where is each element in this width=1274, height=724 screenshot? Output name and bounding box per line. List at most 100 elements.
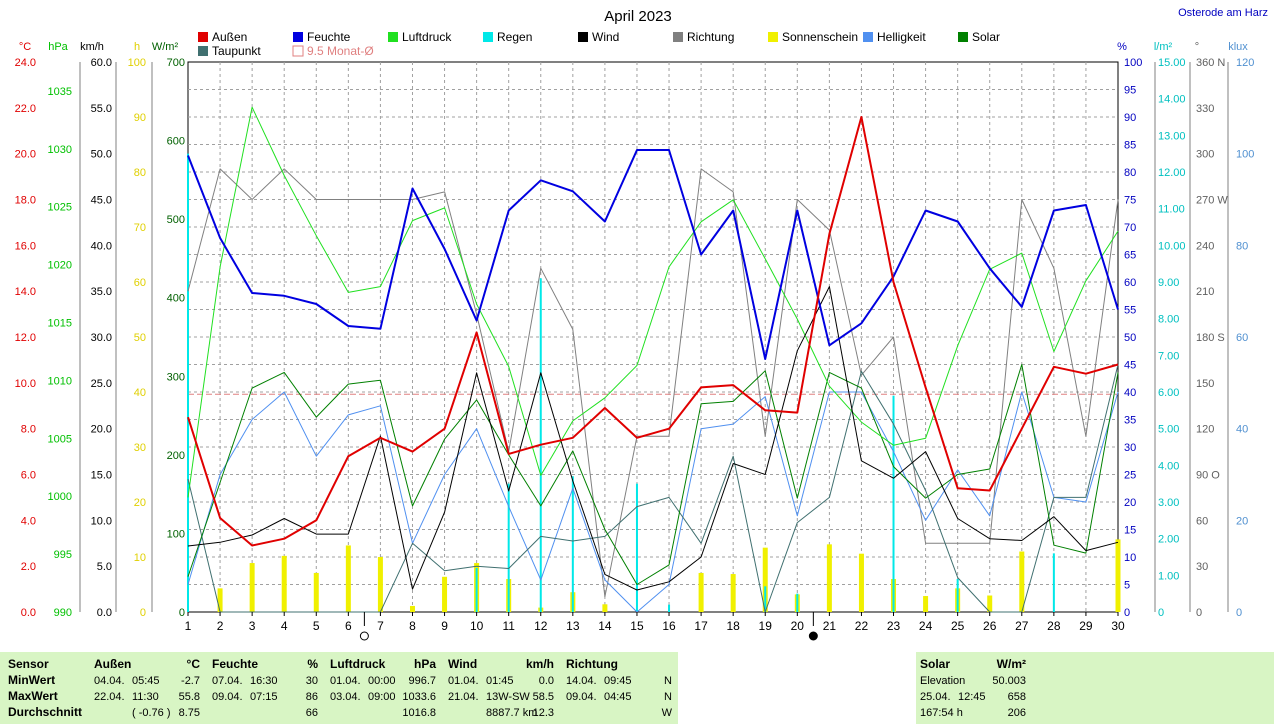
x-tick-label: 16 [662,619,676,633]
axis-tick-label-humidity: 40 [1124,387,1136,399]
summary-cell: Sensor [8,657,49,671]
axis-tick-label-lux: 120 [1236,57,1254,69]
axis-tick-label-direction: 300 [1196,149,1214,161]
axis-tick-label-wind: 20.0 [91,424,112,436]
axis-tick-label-humidity: 10 [1124,552,1136,564]
summary-cell: 01.04. [330,675,361,687]
summary-cell: Elevation [920,675,966,687]
axis-tick-label-pressure: 1035 [48,86,72,98]
axis-tick-label-sun: 30 [134,442,146,454]
axis-tick-label-sun: 20 [134,497,146,509]
legend-swatch [958,32,968,42]
summary-cell: N [664,691,672,703]
axis-tick-label-wind: 40.0 [91,240,112,252]
axis-tick-label-solar: 500 [167,214,185,226]
legend-swatch [863,32,873,42]
moon-phase-icon [359,631,369,641]
axis-tick-label-wind: 30.0 [91,332,112,344]
axis-tick-label-humidity: 0 [1124,607,1130,619]
axis-tick-label-rain: 2.00 [1158,534,1179,546]
axis-unit-sun: h [134,41,140,53]
series-line-taupunkt [187,364,1119,613]
axis-tick-label-wind: 5.0 [97,561,112,573]
axis-tick-label-lux: 20 [1236,515,1248,527]
axis-tick-label-wind: 55.0 [91,103,112,115]
rain-bar [668,604,671,612]
axis-tick-label-humidity: 50 [1124,332,1136,344]
axis-unit-wind: km/h [80,41,104,53]
summary-cell: Feuchte [212,657,259,671]
station-location-label: Osterode am Harz [1178,7,1268,19]
axis-tick-label-pressure: 1010 [48,375,72,387]
axis-tick-label-pressure: 1020 [48,260,72,272]
rain-bar [764,586,767,612]
summary-cell: km/h [525,657,554,671]
rain-bar [1052,553,1055,612]
axis-tick-label-humidity: 45 [1124,360,1136,372]
axis-tick-label-temp: 2.0 [21,561,36,573]
legend-swatch [673,32,683,42]
axis-tick-label-wind: 15.0 [91,470,112,482]
sunshine-bar [1019,551,1025,612]
sunshine-bar [313,572,319,612]
summary-cell: 04.04. [94,675,125,687]
legend-label: Feuchte [307,30,351,44]
legend-label: Taupunkt [212,44,261,58]
axis-tick-label-rain: 15.00 [1158,57,1186,69]
x-tick-label: 29 [1079,619,1093,633]
axis-tick-label-pressure: 990 [54,607,72,619]
sunshine-bar [730,574,736,612]
axis-tick-label-temp: 4.0 [21,515,36,527]
rain-bar [635,483,638,612]
axis-tick-label-rain: 14.00 [1158,94,1186,106]
summary-cell: 206 [1007,707,1026,719]
summary-cell: 1033.6 [402,691,436,703]
axis-tick-label-humidity: 75 [1124,195,1136,207]
series-line-luftdruck [187,106,1119,498]
x-tick-label: 1 [185,619,192,633]
summary-cell: 12.3 [532,707,554,719]
axis-tick-label-pressure: 1015 [48,318,72,330]
summary-cell: 11:30 [132,691,159,703]
sunshine-bar [217,588,223,612]
x-tick-label: 12 [534,619,548,633]
axes-layer: 1 2 3 4 5 6 7 8 9 10 11 12 13 14 15 16 17 18 19 20 21 22 23 24 2… [15,41,1254,641]
axis-tick-label-humidity: 20 [1124,497,1136,509]
summary-cell: MaxWert [8,689,58,703]
summary-cell: 50.003 [992,675,1026,687]
axis-tick-label-humidity: 60 [1124,277,1136,289]
axis-tick-label-temp: 14.0 [15,286,36,298]
axis-tick-label-humidity: 5 [1124,580,1130,592]
axis-tick-label-pressure: 1005 [48,433,72,445]
series-line-feuchte [187,149,1119,360]
axis-tick-label-humidity: 85 [1124,140,1136,152]
axis-tick-label-wind: 35.0 [91,286,112,298]
x-tick-label: 4 [281,619,288,633]
summary-cell: 55.8 [178,691,200,703]
axis-tick-label-rain: 3.00 [1158,497,1179,509]
axis-tick-label-temp: 24.0 [15,57,36,69]
legend-label: Sonnenschein [782,30,858,44]
series-line-richtung [187,168,1119,598]
x-tick-label: 7 [377,619,384,633]
axis-tick-label-sun: 80 [134,167,146,179]
axis-tick-label-direction: 0 [1196,607,1202,619]
summary-cell: 07.04. [212,675,243,687]
summary-cell: Außen [94,657,132,671]
rain-bar [796,593,799,612]
axis-tick-label-direction: 30 [1196,561,1208,573]
summary-cell: 03.04. [330,691,361,703]
x-tick-label: 25 [951,619,965,633]
summary-cell: 21.04. [448,691,479,703]
weather-chart: April 2023 Osterode am Harz 1 2 3 4 5 6 7 8 9 10 1… [15,7,1268,641]
sunshine-bar [923,596,929,612]
sunshine-bar [602,604,608,612]
axis-tick-label-pressure: 1025 [48,202,72,214]
axis-tick-label-temp: 18.0 [15,195,36,207]
legend-label: Helligkeit [877,30,926,44]
rain-bar [187,153,189,612]
axis-tick-label-rain: 12.00 [1158,167,1186,179]
x-tick-label: 6 [345,619,352,633]
x-tick-label: 17 [694,619,708,633]
axis-tick-label-lux: 0 [1236,607,1242,619]
